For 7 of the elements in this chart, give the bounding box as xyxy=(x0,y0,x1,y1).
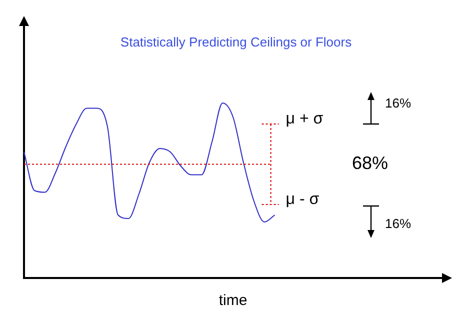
ref-line-label: μ + σ xyxy=(286,110,324,128)
annotation: 68% xyxy=(352,153,388,174)
annotation: 16% xyxy=(385,96,412,111)
ref-line-label: μ - σ xyxy=(286,190,320,208)
annotation: 16% xyxy=(385,216,412,232)
chart-title: Statistically Predicting Ceilings or Floors xyxy=(120,34,352,50)
x-axis-title: time xyxy=(218,292,248,310)
